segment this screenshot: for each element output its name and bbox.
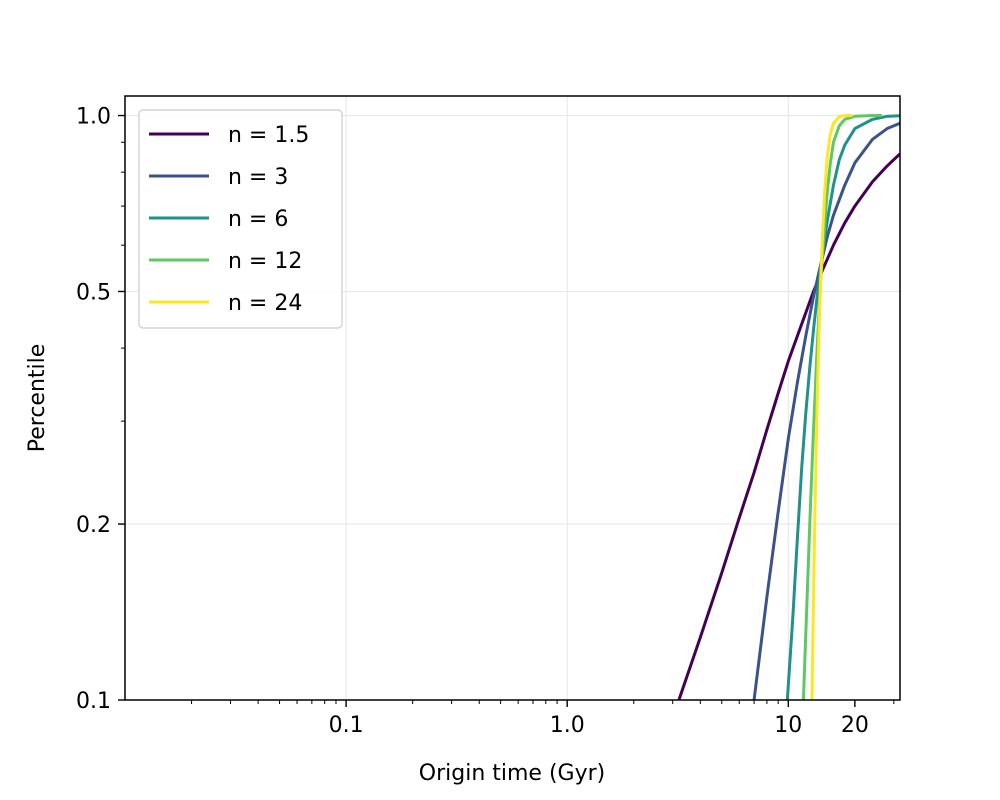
legend-label-2: n = 6 bbox=[228, 207, 288, 232]
legend-label-4: n = 24 bbox=[228, 291, 302, 316]
series-line-0 bbox=[677, 152, 900, 700]
legend-label-0: n = 1.5 bbox=[228, 123, 309, 148]
y-tick-label: 0.2 bbox=[76, 513, 111, 538]
series-lines bbox=[677, 114, 900, 700]
y-tick-label: 0.1 bbox=[76, 689, 111, 714]
legend-box bbox=[138, 109, 343, 329]
y-tick-label: 0.5 bbox=[76, 280, 111, 305]
legend-label-1: n = 3 bbox=[228, 165, 288, 190]
series-line-3 bbox=[801, 114, 882, 700]
x-tick-label: 10 bbox=[774, 713, 802, 738]
x-axis-label: Origin time (Gyr) bbox=[419, 761, 605, 786]
grid bbox=[125, 96, 900, 700]
series-line-4 bbox=[810, 114, 853, 700]
plot-frame bbox=[124, 95, 901, 701]
x-tick-label: 0.1 bbox=[329, 713, 364, 738]
legend: n = 1.5 n = 3 n = 6 n = 12 n = 24 bbox=[138, 109, 343, 329]
x-tick-label: 20 bbox=[841, 713, 869, 738]
y-axis-label: Percentile bbox=[25, 344, 50, 453]
y-tick-label: 1.0 bbox=[76, 105, 111, 130]
legend-label-3: n = 12 bbox=[228, 249, 302, 274]
axis-ticks: 0.1 1.0 10 20 0.1 0.2 0.5 1.0 bbox=[76, 105, 895, 738]
x-tick-label: 1.0 bbox=[550, 713, 585, 738]
